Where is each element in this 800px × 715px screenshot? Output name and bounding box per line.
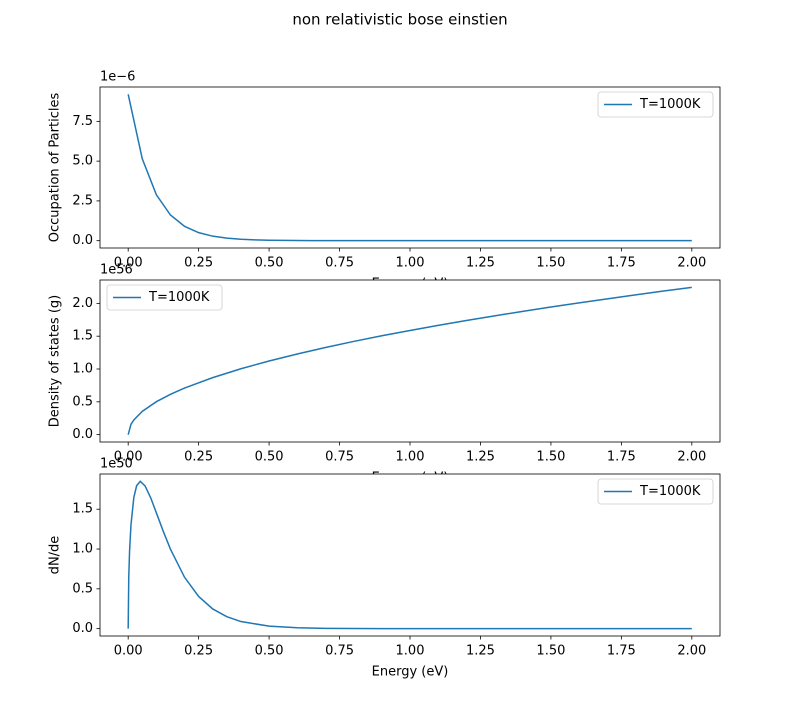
figure-title: non relativistic bose einstien <box>292 11 507 29</box>
x-tick-label: 0.25 <box>184 644 213 659</box>
y-tick-label: 1.5 <box>72 329 93 344</box>
y-offset-label: 1e50 <box>100 457 133 472</box>
x-tick-label: 1.75 <box>607 256 636 271</box>
legend-box <box>597 478 714 505</box>
y-tick-label: 0.0 <box>72 233 93 248</box>
y-axis-label: dN/de <box>48 536 63 575</box>
y-tick-label: 1.0 <box>72 362 93 377</box>
x-tick-label: 1.75 <box>607 644 636 659</box>
y-axis-label: Density of states (g) <box>48 295 63 427</box>
x-tick-label: 0.00 <box>114 450 143 465</box>
x-tick-label: 1.00 <box>396 256 425 271</box>
y-tick-label: 1.0 <box>72 542 93 557</box>
data-line <box>127 286 692 435</box>
x-tick-label: 2.00 <box>677 256 706 271</box>
x-tick-label: 0.75 <box>325 450 354 465</box>
x-tick-label: 0.75 <box>325 256 354 271</box>
x-tick-label: 1.25 <box>466 256 495 271</box>
x-tick-label: 0.50 <box>255 450 284 465</box>
x-tick-label: 1.50 <box>536 644 565 659</box>
y-tick-label: 0.5 <box>72 581 93 596</box>
y-tick-label: 1.5 <box>72 502 93 517</box>
y-axis-label: Occupation of Particles <box>48 93 63 243</box>
legend-label: T=1000K <box>639 484 701 499</box>
y-offset-label: 1e−6 <box>100 70 135 85</box>
x-tick-label: 1.25 <box>466 450 495 465</box>
x-tick-label: 1.50 <box>536 256 565 271</box>
y-tick-label: 2.0 <box>72 296 93 311</box>
y-tick-label: 5.0 <box>72 154 93 169</box>
x-tick-label: 0.25 <box>184 450 213 465</box>
x-tick-label: 0.75 <box>325 644 354 659</box>
legend-label: T=1000K <box>148 290 210 305</box>
x-axis-label: Energy (eV) <box>372 665 449 680</box>
x-tick-label: 1.50 <box>536 450 565 465</box>
legend-label: T=1000K <box>639 97 701 112</box>
x-tick-label: 0.50 <box>255 644 284 659</box>
legend-box <box>106 284 223 311</box>
y-tick-label: 2.5 <box>72 193 93 208</box>
legend-box <box>597 91 714 118</box>
x-tick-label: 0.25 <box>184 256 213 271</box>
x-tick-label: 0.50 <box>255 256 284 271</box>
x-tick-label: 2.00 <box>677 450 706 465</box>
x-tick-label: 0.00 <box>114 644 143 659</box>
x-tick-label: 1.25 <box>466 644 495 659</box>
y-tick-label: 7.5 <box>72 114 93 129</box>
x-tick-label: 1.00 <box>396 450 425 465</box>
x-tick-label: 1.75 <box>607 450 636 465</box>
y-offset-label: 1e56 <box>100 263 133 278</box>
x-tick-label: 2.00 <box>677 644 706 659</box>
y-tick-label: 0.0 <box>72 621 93 636</box>
y-tick-label: 0.0 <box>72 427 93 442</box>
y-tick-label: 0.5 <box>72 394 93 409</box>
x-tick-label: 0.00 <box>114 256 143 271</box>
data-line <box>127 480 692 630</box>
x-tick-label: 1.00 <box>396 644 425 659</box>
data-line <box>127 94 692 242</box>
